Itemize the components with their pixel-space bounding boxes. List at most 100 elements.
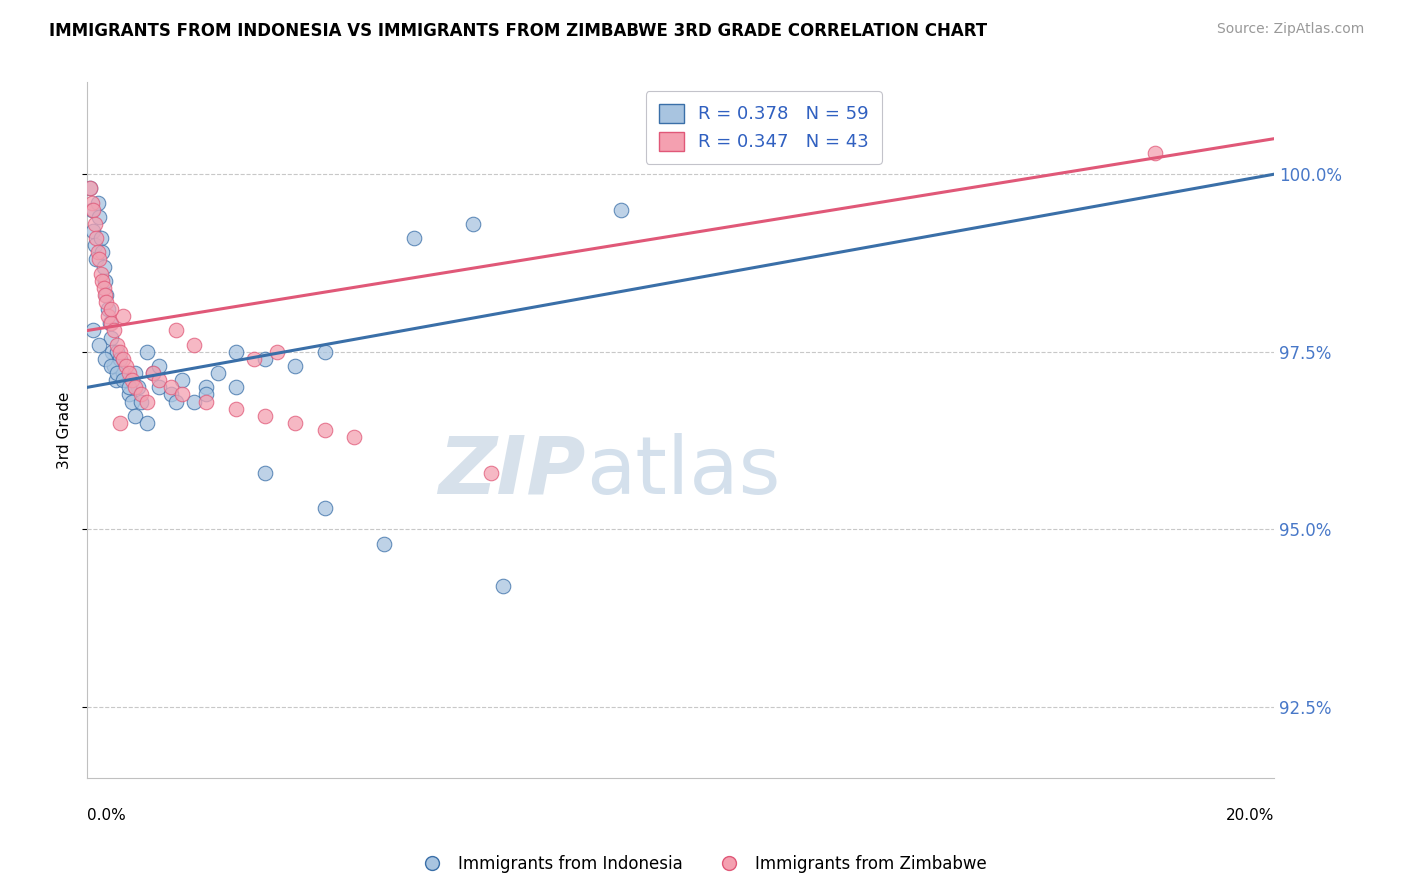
Point [105, 366, 128, 380]
Point [148, 373, 170, 387]
Point [79, 181, 101, 195]
Point [148, 380, 170, 394]
Point [89, 252, 111, 267]
Point [314, 423, 336, 437]
Point [112, 351, 135, 366]
Point [82, 323, 104, 337]
Point [100, 330, 122, 344]
Point [94, 274, 117, 288]
Point [172, 373, 194, 387]
Point [135, 394, 157, 409]
Point [108, 416, 131, 430]
Point [105, 344, 128, 359]
Point [105, 337, 128, 351]
Point [100, 359, 122, 373]
Point [127, 380, 149, 394]
Point [89, 337, 111, 351]
Point [225, 380, 247, 394]
Point [91, 245, 114, 260]
Point [112, 310, 135, 324]
Point [172, 387, 194, 401]
Point [80, 202, 103, 217]
Point [207, 366, 229, 380]
Point [159, 387, 181, 401]
Point [89, 210, 111, 224]
Point [142, 366, 165, 380]
Point [87, 245, 110, 260]
Point [100, 302, 122, 317]
Point [1144, 145, 1167, 160]
Point [82, 202, 104, 217]
Point [124, 366, 146, 380]
Point [93, 260, 115, 274]
Point [492, 579, 515, 593]
Point [100, 317, 122, 331]
Point [91, 274, 114, 288]
Point [461, 217, 484, 231]
Point [610, 202, 633, 217]
Point [254, 409, 277, 423]
Point [83, 217, 105, 231]
Point [314, 501, 336, 516]
Point [402, 231, 425, 245]
Point [79, 181, 101, 195]
Point [87, 195, 110, 210]
Point [115, 373, 138, 387]
Point [129, 394, 152, 409]
Point [225, 401, 247, 416]
Point [94, 351, 117, 366]
Point [183, 394, 205, 409]
Point [225, 344, 247, 359]
Point [112, 373, 135, 387]
Text: 0.0%: 0.0% [87, 808, 127, 823]
Point [86, 252, 108, 267]
Point [195, 380, 218, 394]
Point [373, 536, 395, 550]
Point [108, 344, 131, 359]
Point [112, 366, 135, 380]
Point [104, 373, 127, 387]
Point [165, 323, 187, 337]
Point [82, 224, 104, 238]
Point [115, 359, 138, 373]
Point [101, 344, 124, 359]
Point [97, 310, 120, 324]
Point [103, 359, 125, 373]
Text: Source: ZipAtlas.com: Source: ZipAtlas.com [1216, 22, 1364, 37]
Point [314, 344, 336, 359]
Point [124, 380, 146, 394]
Point [94, 288, 117, 302]
Point [83, 238, 105, 252]
Point [479, 466, 502, 480]
Y-axis label: 3rd Grade: 3rd Grade [58, 392, 72, 468]
Point [89, 231, 111, 245]
Point [103, 323, 125, 337]
Text: ZIP: ZIP [439, 433, 586, 511]
Point [254, 351, 277, 366]
Point [129, 387, 152, 401]
Point [121, 373, 143, 387]
Point [343, 430, 366, 444]
Point [148, 359, 170, 373]
Point [135, 344, 157, 359]
Point [93, 281, 115, 295]
Point [183, 337, 205, 351]
Point [284, 416, 307, 430]
Point [121, 394, 143, 409]
Point [266, 344, 288, 359]
Point [165, 394, 187, 409]
Point [97, 302, 120, 317]
Text: atlas: atlas [586, 433, 780, 511]
Point [135, 416, 157, 430]
Point [118, 366, 141, 380]
Point [118, 387, 141, 401]
Point [242, 351, 264, 366]
Point [142, 366, 165, 380]
Text: 20.0%: 20.0% [1226, 808, 1274, 823]
Point [195, 394, 218, 409]
Point [118, 380, 141, 394]
Point [254, 466, 277, 480]
Point [159, 380, 181, 394]
Point [86, 231, 108, 245]
Point [89, 267, 111, 281]
